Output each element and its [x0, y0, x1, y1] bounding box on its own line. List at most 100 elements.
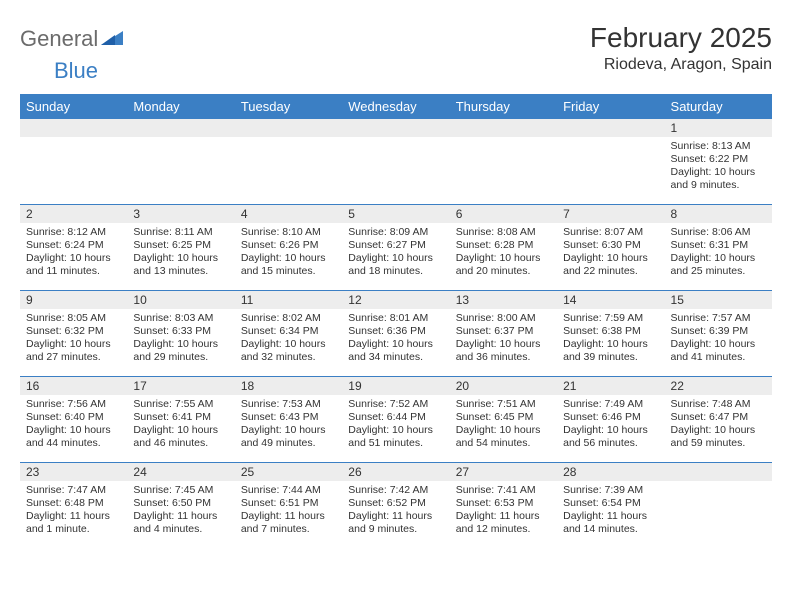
calendar-day-cell: 2Sunrise: 8:12 AMSunset: 6:24 PMDaylight… — [20, 205, 127, 291]
day-details: Sunrise: 7:41 AMSunset: 6:53 PMDaylight:… — [450, 481, 557, 541]
day-number: 2 — [20, 205, 127, 223]
calendar-day-cell: 3 Sunrise: 8:11 AMSunset: 6:25 PMDaylight… — [127, 205, 234, 291]
calendar-day-cell: 23Sunrise: 7:47 AMSunset: 6:48 PMDayligh… — [20, 463, 127, 549]
daylight-line: Daylight: 10 hours and 49 minutes. — [241, 424, 326, 449]
day-details: Sunrise: 7:39 AMSunset: 6:54 PMDaylight:… — [557, 481, 664, 541]
sunrise-line: Sunrise: 8:05 AM — [26, 312, 106, 324]
calendar-week-row: 23Sunrise: 7:47 AMSunset: 6:48 PMDayligh… — [20, 463, 772, 549]
calendar-day-cell: 28Sunrise: 7:39 AMSunset: 6:54 PMDayligh… — [557, 463, 664, 549]
sunset-line: Sunset: 6:46 PM — [563, 411, 641, 423]
day-number — [20, 119, 127, 137]
day-details: Sunrise: 7:57 AMSunset: 6:39 PMDaylight:… — [665, 309, 772, 369]
day-number: 22 — [665, 377, 772, 395]
sunset-line: Sunset: 6:39 PM — [671, 325, 749, 337]
sunset-line: Sunset: 6:24 PM — [26, 239, 104, 251]
day-number — [342, 119, 449, 137]
daylight-line: Daylight: 10 hours and 13 minutes. — [133, 252, 218, 277]
calendar-week-row: 9Sunrise: 8:05 AMSunset: 6:32 PMDaylight… — [20, 291, 772, 377]
sunrise-line: Sunrise: 8:07 AM — [563, 226, 643, 238]
day-number: 3 — [127, 205, 234, 223]
sunrise-line: Sunrise: 8:13 AM — [671, 140, 751, 152]
daylight-line: Daylight: 11 hours and 7 minutes. — [241, 510, 325, 535]
daylight-line: Daylight: 10 hours and 22 minutes. — [563, 252, 648, 277]
day-details: Sunrise: 8:05 AMSunset: 6:32 PMDaylight:… — [20, 309, 127, 369]
day-number: 13 — [450, 291, 557, 309]
daylight-line: Daylight: 10 hours and 32 minutes. — [241, 338, 326, 363]
sunset-line: Sunset: 6:43 PM — [241, 411, 319, 423]
calendar-day-cell: 24Sunrise: 7:45 AMSunset: 6:50 PMDayligh… — [127, 463, 234, 549]
calendar-day-cell: 27Sunrise: 7:41 AMSunset: 6:53 PMDayligh… — [450, 463, 557, 549]
weekday-header: Wednesday — [342, 95, 449, 119]
daylight-line: Daylight: 10 hours and 25 minutes. — [671, 252, 756, 277]
day-details: Sunrise: 8:03 AMSunset: 6:33 PMDaylight:… — [127, 309, 234, 369]
sunrise-line: Sunrise: 7:57 AM — [671, 312, 751, 324]
day-details: Sunrise: 8:10 AMSunset: 6:26 PMDaylight:… — [235, 223, 342, 283]
calendar-day-cell: 16 Sunrise: 7:56 AMSunset: 6:40 PMDayligh… — [20, 377, 127, 463]
day-number: 25 — [235, 463, 342, 481]
day-details: Sunrise: 8:12 AMSunset: 6:24 PMDaylight:… — [20, 223, 127, 283]
weekday-header: Monday — [127, 95, 234, 119]
weekday-header: Friday — [557, 95, 664, 119]
sunset-line: Sunset: 6:32 PM — [26, 325, 104, 337]
sunset-line: Sunset: 6:50 PM — [133, 497, 211, 509]
day-number: 11 — [235, 291, 342, 309]
sunrise-line: Sunrise: 8:10 AM — [241, 226, 321, 238]
calendar-day-cell: 18Sunrise: 7:53 AMSunset: 6:43 PMDayligh… — [235, 377, 342, 463]
day-details: Sunrise: 7:55 AMSunset: 6:41 PMDaylight:… — [127, 395, 234, 455]
sunset-line: Sunset: 6:33 PM — [133, 325, 211, 337]
sunrise-line: Sunrise: 7:53 AM — [241, 398, 321, 410]
sunset-line: Sunset: 6:31 PM — [671, 239, 749, 251]
calendar-day-cell: 4Sunrise: 8:10 AMSunset: 6:26 PMDaylight… — [235, 205, 342, 291]
sunset-line: Sunset: 6:25 PM — [133, 239, 211, 251]
calendar-day-cell: 12Sunrise: 8:01 AMSunset: 6:36 PMDayligh… — [342, 291, 449, 377]
day-number: 18 — [235, 377, 342, 395]
brand-text-1: General — [20, 26, 98, 52]
sunset-line: Sunset: 6:40 PM — [26, 411, 104, 423]
sunrise-line: Sunrise: 8:11 AM — [133, 226, 212, 238]
day-details: Sunrise: 8:08 AMSunset: 6:28 PMDaylight:… — [450, 223, 557, 283]
daylight-line: Daylight: 10 hours and 11 minutes. — [26, 252, 111, 277]
calendar-day-cell: 15Sunrise: 7:57 AMSunset: 6:39 PMDayligh… — [665, 291, 772, 377]
day-number: 23 — [20, 463, 127, 481]
sunset-line: Sunset: 6:45 PM — [456, 411, 534, 423]
daylight-line: Daylight: 10 hours and 18 minutes. — [348, 252, 433, 277]
day-number: 9 — [20, 291, 127, 309]
day-number: 16 — [20, 377, 127, 395]
sunset-line: Sunset: 6:47 PM — [671, 411, 749, 423]
day-number: 19 — [342, 377, 449, 395]
daylight-line: Daylight: 11 hours and 14 minutes. — [563, 510, 647, 535]
day-details: Sunrise: 7:42 AMSunset: 6:52 PMDaylight:… — [342, 481, 449, 541]
day-details: Sunrise: 8:01 AMSunset: 6:36 PMDaylight:… — [342, 309, 449, 369]
weekday-header: Sunday — [20, 95, 127, 119]
sunset-line: Sunset: 6:27 PM — [348, 239, 426, 251]
sunrise-line: Sunrise: 8:00 AM — [456, 312, 536, 324]
day-number: 6 — [450, 205, 557, 223]
day-details: Sunrise: 7:47 AMSunset: 6:48 PMDaylight:… — [20, 481, 127, 541]
brand-triangle-icon — [101, 29, 123, 50]
day-details: Sunrise: 8:06 AMSunset: 6:31 PMDaylight:… — [665, 223, 772, 283]
sunset-line: Sunset: 6:38 PM — [563, 325, 641, 337]
day-number — [450, 119, 557, 137]
day-number: 26 — [342, 463, 449, 481]
calendar-day-cell: 10Sunrise: 8:03 AMSunset: 6:33 PMDayligh… — [127, 291, 234, 377]
month-title: February 2025 — [590, 22, 772, 54]
daylight-line: Daylight: 11 hours and 9 minutes. — [348, 510, 432, 535]
calendar-empty-cell — [127, 119, 234, 205]
sunrise-line: Sunrise: 7:56 AM — [26, 398, 106, 410]
sunset-line: Sunset: 6:53 PM — [456, 497, 534, 509]
sunrise-line: Sunrise: 7:44 AM — [241, 484, 321, 496]
calendar-week-row: 1Sunrise: 8:13 AMSunset: 6:22 PMDaylight… — [20, 119, 772, 205]
day-number — [127, 119, 234, 137]
calendar-day-cell: 20Sunrise: 7:51 AMSunset: 6:45 PMDayligh… — [450, 377, 557, 463]
daylight-line: Daylight: 10 hours and 44 minutes. — [26, 424, 111, 449]
sunset-line: Sunset: 6:36 PM — [348, 325, 426, 337]
day-details: Sunrise: 8:09 AMSunset: 6:27 PMDaylight:… — [342, 223, 449, 283]
sunset-line: Sunset: 6:54 PM — [563, 497, 641, 509]
day-details: Sunrise: 7:53 AMSunset: 6:43 PMDaylight:… — [235, 395, 342, 455]
calendar-day-cell: 6Sunrise: 8:08 AMSunset: 6:28 PMDaylight… — [450, 205, 557, 291]
daylight-line: Daylight: 10 hours and 54 minutes. — [456, 424, 541, 449]
calendar-empty-cell — [450, 119, 557, 205]
daylight-line: Daylight: 11 hours and 12 minutes. — [456, 510, 540, 535]
day-number: 14 — [557, 291, 664, 309]
sunset-line: Sunset: 6:34 PM — [241, 325, 319, 337]
